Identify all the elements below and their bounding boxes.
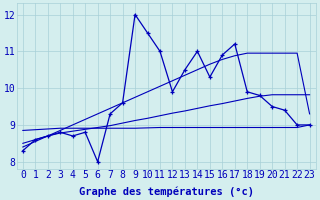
- X-axis label: Graphe des températures (°c): Graphe des températures (°c): [79, 186, 254, 197]
